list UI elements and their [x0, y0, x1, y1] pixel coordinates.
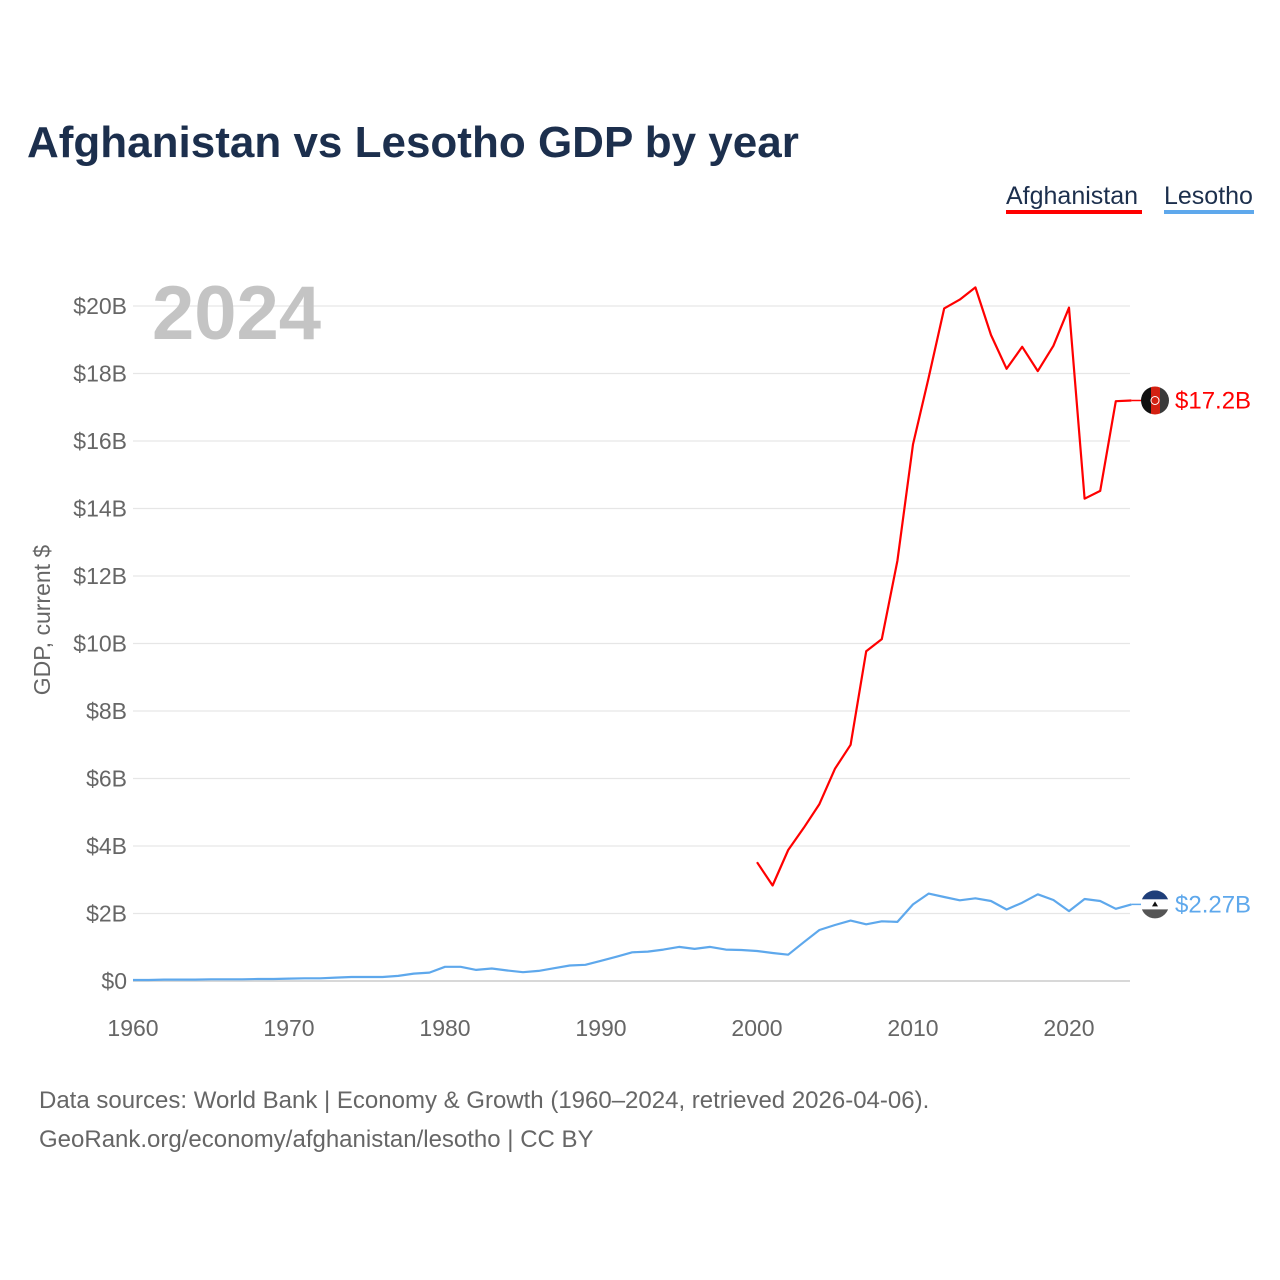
legend-item-lesotho[interactable]: Lesotho	[1164, 182, 1254, 214]
series-lines	[133, 286, 1132, 982]
legend-item-afghanistan[interactable]: Afghanistan	[1006, 182, 1142, 214]
current-year-display: 2024	[152, 271, 321, 356]
y-axis-label: GDP, current $	[29, 545, 55, 696]
y-tick-label: $18B	[73, 361, 127, 387]
afghanistan-end-value: $17.2B	[1175, 388, 1251, 415]
x-tick-label: 1990	[575, 1015, 626, 1041]
x-tick-label: 1970	[263, 1015, 314, 1041]
y-tick-label: $10B	[73, 631, 127, 657]
y-tick-label: $20B	[73, 293, 127, 319]
lesotho-end-marker: $2.27B	[1131, 890, 1251, 919]
y-axis-ticks: $0 $2B $4B $6B $8B $10B $12B $14B $16B $18B $20B	[73, 293, 127, 994]
y-tick-label: $4B	[86, 833, 127, 859]
afghanistan-flag-icon	[1141, 386, 1169, 415]
series-line-afghanistan	[756, 286, 1132, 887]
y-tick-label: $16B	[73, 428, 127, 454]
source-line-2[interactable]: GeoRank.org/economy/afghanistan/lesotho …	[39, 1126, 594, 1153]
x-tick-label: 1980	[419, 1015, 470, 1041]
y-tick-label: $0	[101, 968, 127, 994]
lesotho-end-value: $2.27B	[1175, 891, 1251, 918]
legend-swatch-lesotho	[1164, 210, 1254, 214]
legend-label-lesotho[interactable]: Lesotho	[1164, 182, 1253, 210]
x-axis-ticks: 1960 1970 1980 1990 2000 2010 2020	[107, 1015, 1094, 1041]
legend: Afghanistan Lesotho	[1006, 182, 1254, 214]
lesotho-flag-icon	[1141, 890, 1169, 919]
series-line-lesotho	[133, 892, 1132, 982]
y-tick-label: $14B	[73, 496, 127, 522]
chart-title: Afghanistan vs Lesotho GDP by year	[27, 118, 799, 167]
y-tick-label: $12B	[73, 563, 127, 589]
x-tick-label: 1960	[107, 1015, 158, 1041]
y-tick-label: $8B	[86, 698, 127, 724]
x-tick-label: 2000	[731, 1015, 782, 1041]
gridlines	[133, 305, 1130, 982]
legend-label-afghanistan[interactable]: Afghanistan	[1006, 182, 1138, 210]
afghanistan-end-marker: $17.2B	[1131, 386, 1251, 415]
y-tick-label: $6B	[86, 766, 127, 792]
legend-swatch-afghanistan	[1006, 210, 1142, 214]
x-tick-label: 2020	[1043, 1015, 1094, 1041]
y-tick-label: $2B	[86, 901, 127, 927]
source-line-1: Data sources: World Bank | Economy & Gro…	[39, 1087, 929, 1114]
x-tick-label: 2010	[887, 1015, 938, 1041]
